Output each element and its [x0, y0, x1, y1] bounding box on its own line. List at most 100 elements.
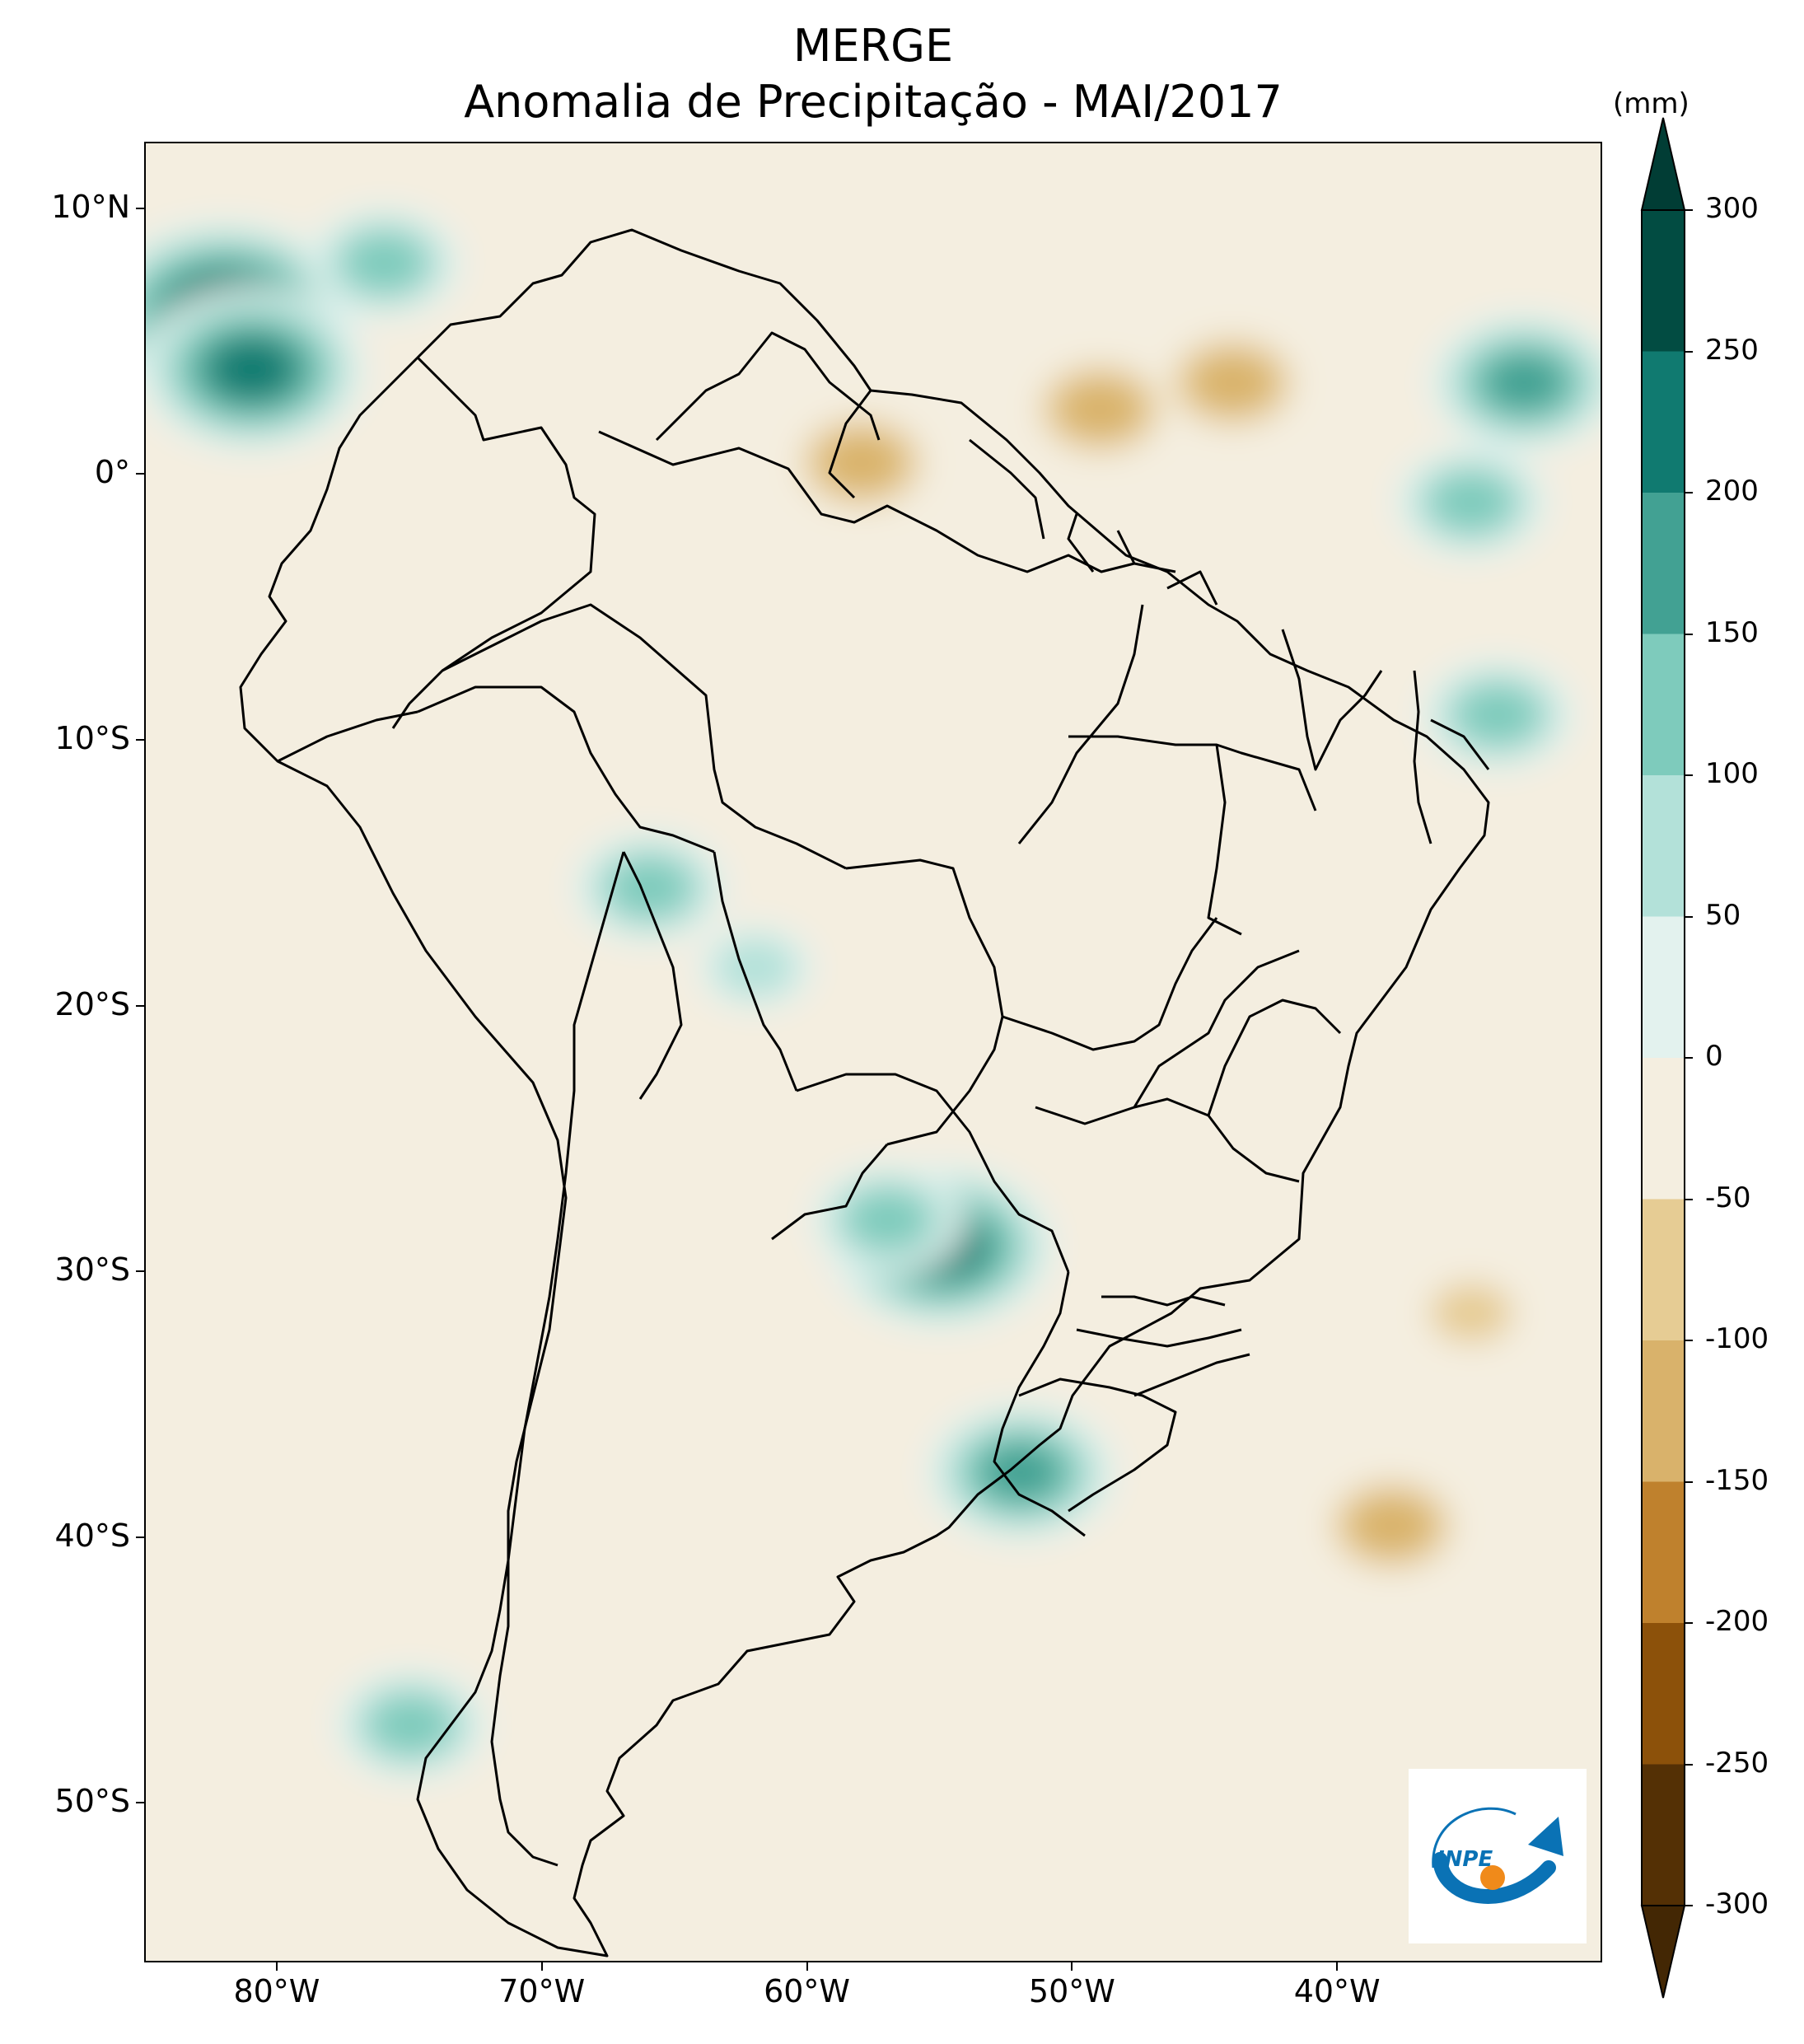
colorbar-tick: [1685, 633, 1693, 635]
colorbar: [1640, 117, 1686, 1999]
anomaly-field: [146, 143, 1601, 1961]
country-border: [1133, 1353, 1250, 1397]
country-border: [1281, 629, 1383, 771]
anomaly-mark: [1430, 1283, 1513, 1343]
south-america-coastline: [239, 228, 1490, 1957]
country-border: [442, 603, 847, 870]
colorbar-segment: [1642, 1764, 1685, 1906]
country-border: [277, 710, 418, 763]
latitude-label: 0°: [94, 454, 130, 491]
longitude-tick: [540, 1962, 543, 1971]
country-border: [969, 438, 1045, 540]
colorbar-tick-label: -100: [1705, 1322, 1769, 1355]
country-border: [1018, 1377, 1177, 1513]
inpe-logo-icon: INPE: [1432, 1807, 1563, 1904]
country-border: [1002, 917, 1218, 1051]
country-border: [1116, 530, 1136, 564]
country-border: [1035, 1097, 1300, 1183]
latitude-tick: [136, 1004, 144, 1007]
latitude-tick: [136, 1270, 144, 1273]
longitude-label: 60°W: [764, 1973, 850, 2009]
country-border: [1413, 670, 1432, 844]
anomaly-mark: [1059, 379, 1142, 439]
anomaly-mark: [1350, 1495, 1433, 1555]
colorbar-segment: [1642, 1058, 1685, 1200]
precipitation-anomaly-map: [146, 143, 1601, 1961]
latitude-tick: [136, 1536, 144, 1538]
colorbar-tick: [1685, 1480, 1693, 1483]
country-border: [1017, 604, 1144, 844]
country-outlines: [239, 228, 1490, 1957]
colorbar-segment: [1642, 351, 1685, 493]
latitude-tick: [136, 1802, 144, 1804]
colorbar-tick-label: 0: [1705, 1040, 1723, 1073]
colorbar-tick: [1685, 1340, 1693, 1341]
country-border: [828, 390, 872, 499]
latitude-label: 10°N: [51, 188, 130, 225]
svg-text:INPE: INPE: [1437, 1847, 1493, 1872]
longitude-label: 80°W: [233, 1973, 320, 2009]
longitude-label: 40°W: [1293, 1973, 1381, 2009]
colorbar-tick: [1685, 209, 1693, 211]
longitude-tick: [1336, 1962, 1339, 1971]
map-title: MERGE: [792, 20, 954, 72]
country-border: [1166, 570, 1218, 606]
anomaly-mark: [847, 1190, 930, 1250]
colorbar-tick: [1685, 915, 1693, 918]
colorbar-tick: [1685, 492, 1693, 493]
anomaly-mark: [820, 433, 903, 493]
country-border: [598, 430, 1176, 573]
colorbar-segment: [1642, 1340, 1685, 1482]
country-border: [417, 685, 715, 854]
colorbar-tick: [1685, 1622, 1693, 1624]
colorbar-unit-label: (mm): [1613, 87, 1689, 120]
country-border: [796, 1073, 1070, 1273]
anomaly-mark: [1430, 472, 1513, 532]
colorbar-tick-label: -150: [1705, 1463, 1769, 1497]
colorbar-segment: [1642, 916, 1685, 1059]
longitude-label: 70°W: [498, 1973, 586, 2009]
latitude-label: 20°S: [54, 985, 130, 1022]
colorbar-tick-label: -300: [1705, 1887, 1769, 1920]
colorbar-segment: [1642, 493, 1685, 634]
latitude-label: 40°S: [54, 1517, 130, 1554]
colorbar-tick-label: 200: [1705, 475, 1759, 507]
anomaly-mark: [1456, 685, 1540, 745]
latitude-tick: [136, 738, 144, 741]
longitude-tick: [275, 1962, 278, 1971]
colorbar-tick: [1685, 1057, 1693, 1059]
country-border: [655, 331, 881, 442]
colorbar-tick-label: 300: [1705, 192, 1759, 225]
colorbar-tick-label: -250: [1705, 1746, 1769, 1780]
country-border: [490, 851, 625, 1867]
colorbar-tick-label: -200: [1705, 1605, 1769, 1638]
colorbar-tick-label: -50: [1705, 1181, 1751, 1214]
longitude-tick: [806, 1962, 808, 1971]
colorbar-tick: [1685, 1905, 1693, 1906]
latitude-label: 30°S: [54, 1251, 130, 1289]
map-subtitle: Anomalia de Precipitação - MAI/2017: [464, 76, 1283, 128]
country-border: [1076, 1328, 1242, 1348]
colorbar-segment: [1642, 1199, 1685, 1341]
map-area: [144, 142, 1602, 1962]
colorbar-segment: [1642, 210, 1685, 352]
anomaly-mark: [343, 233, 426, 293]
latitude-tick: [136, 207, 144, 209]
country-border: [771, 1144, 889, 1241]
country-border: [1207, 744, 1242, 936]
colorbar-tick: [1685, 774, 1693, 776]
inpe-logo: INPE: [1409, 1769, 1587, 1943]
colorbar-tick: [1685, 1763, 1693, 1766]
anomaly-mark: [979, 1443, 1062, 1503]
anomaly-mark: [926, 512, 1009, 572]
country-border: [1430, 718, 1490, 770]
country-border: [993, 1271, 1086, 1537]
longitude-label: 50°W: [1028, 1973, 1115, 2009]
country-border: [1133, 949, 1300, 1108]
colorbar-tick-label: 250: [1705, 333, 1759, 367]
colorbar-segment: [1642, 1481, 1685, 1624]
anomaly-mark: [1483, 353, 1566, 413]
anomaly-mark: [608, 858, 691, 918]
country-border: [622, 851, 683, 1100]
colorbar-over-extension: [1640, 117, 1686, 211]
